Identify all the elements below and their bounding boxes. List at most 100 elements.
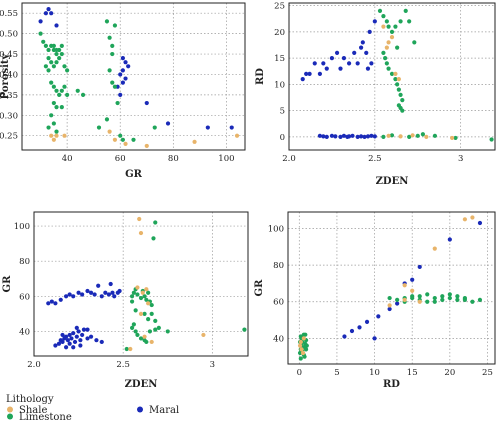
point-maral (372, 336, 377, 341)
point-maral (307, 71, 312, 76)
point-limestone (131, 322, 136, 327)
point-maral (46, 7, 51, 12)
point-limestone (129, 325, 135, 331)
x-tick-label: 80 (168, 154, 179, 164)
x-tick-label: 40 (62, 154, 73, 164)
point-shale (386, 40, 391, 45)
point-limestone (149, 311, 154, 316)
point-limestone (410, 294, 415, 299)
point-limestone (440, 297, 445, 303)
point-maral (357, 325, 362, 330)
y-tick-label: 80 (19, 257, 30, 267)
point-limestone (395, 297, 400, 303)
point-limestone (407, 134, 412, 139)
point-maral (321, 134, 326, 139)
point-limestone (57, 92, 62, 97)
point-limestone (46, 68, 51, 73)
point-limestone (46, 56, 51, 61)
point-limestone (54, 88, 59, 93)
x-tick-label: 2.0 (282, 154, 296, 164)
point-limestone (383, 56, 388, 61)
point-maral (53, 301, 58, 306)
point-maral (71, 345, 76, 350)
point-limestone (51, 43, 56, 48)
point-limestone (151, 236, 156, 241)
point-limestone (129, 299, 135, 304)
panel-2: 2.0 2.5 3 0 5 10 15 20 25 ZDEN RD (255, 2, 496, 187)
point-limestone (43, 43, 48, 48)
point-shale (297, 343, 303, 348)
point-limestone (384, 19, 389, 24)
point-maral (364, 50, 369, 55)
point-shale (387, 303, 392, 308)
y-tick-label: 100 (268, 224, 284, 234)
point-maral (74, 334, 79, 339)
y-tick-label: 5 (280, 107, 285, 117)
point-limestone (393, 77, 398, 82)
point-maral (360, 40, 365, 45)
y-tick-label: 25 (274, 2, 285, 12)
point-limestone (146, 290, 151, 295)
point-maral (304, 71, 309, 76)
point-limestone (381, 134, 386, 139)
x-tick-label: 60 (115, 154, 126, 164)
point-maral (49, 299, 54, 304)
point-limestone (138, 336, 144, 341)
point-maral (72, 339, 78, 345)
point-limestone (489, 137, 494, 142)
y-tick-label: 100 (14, 222, 30, 232)
point-shale (49, 133, 54, 138)
point-maral (103, 290, 108, 295)
point-maral (334, 50, 340, 55)
point-limestone (242, 327, 247, 332)
point-limestone (153, 327, 158, 332)
point-shale (138, 311, 144, 316)
point-limestone (398, 92, 403, 97)
x-tick-label: 3 (458, 154, 463, 164)
point-maral (46, 301, 51, 306)
legend-title: Lithology (6, 394, 54, 405)
y-tick-label: 0.45 (0, 50, 18, 60)
x-tick-label: 3 (210, 360, 215, 370)
point-maral (346, 61, 352, 66)
y-tick-label: 20 (274, 28, 285, 38)
point-limestone (381, 50, 386, 55)
point-limestone (303, 347, 309, 352)
point-limestone (153, 220, 158, 225)
point-shale (381, 24, 386, 29)
y-tick-label: 10 (274, 80, 285, 90)
point-maral (477, 220, 483, 226)
point-limestone (377, 8, 383, 13)
point-maral (346, 134, 352, 139)
point-maral (69, 336, 74, 341)
panel-1: 40 60 80 100 0.25 0.30 0.35 0.40 0.45 0.50 0.55 GR P… (0, 2, 246, 180)
point-maral (123, 60, 128, 65)
point-limestone (38, 31, 43, 36)
point-shale (137, 216, 142, 222)
point-limestone (470, 299, 475, 304)
y-tick-label: 40 (19, 327, 30, 337)
point-maral (71, 331, 76, 336)
point-maral (120, 56, 125, 61)
y-axis-label: GR (254, 279, 265, 297)
point-maral (329, 56, 335, 61)
point-limestone (400, 108, 405, 113)
x-axis-label: ZDEN (125, 379, 158, 390)
point-limestone (65, 68, 70, 73)
point-limestone (298, 356, 303, 361)
point-maral (117, 288, 122, 294)
point-limestone (152, 125, 157, 130)
point-limestone (135, 332, 140, 338)
point-maral (85, 288, 90, 294)
point-limestone (440, 294, 445, 299)
point-limestone (455, 294, 460, 299)
point-shale (398, 134, 403, 139)
point-maral (321, 61, 326, 66)
point-maral (341, 56, 347, 61)
point-limestone (393, 24, 398, 29)
point-shale (300, 350, 306, 356)
point-maral (144, 100, 149, 106)
point-maral (341, 133, 347, 138)
legend-label-maral: Maral (149, 405, 179, 416)
point-shale (402, 297, 407, 303)
